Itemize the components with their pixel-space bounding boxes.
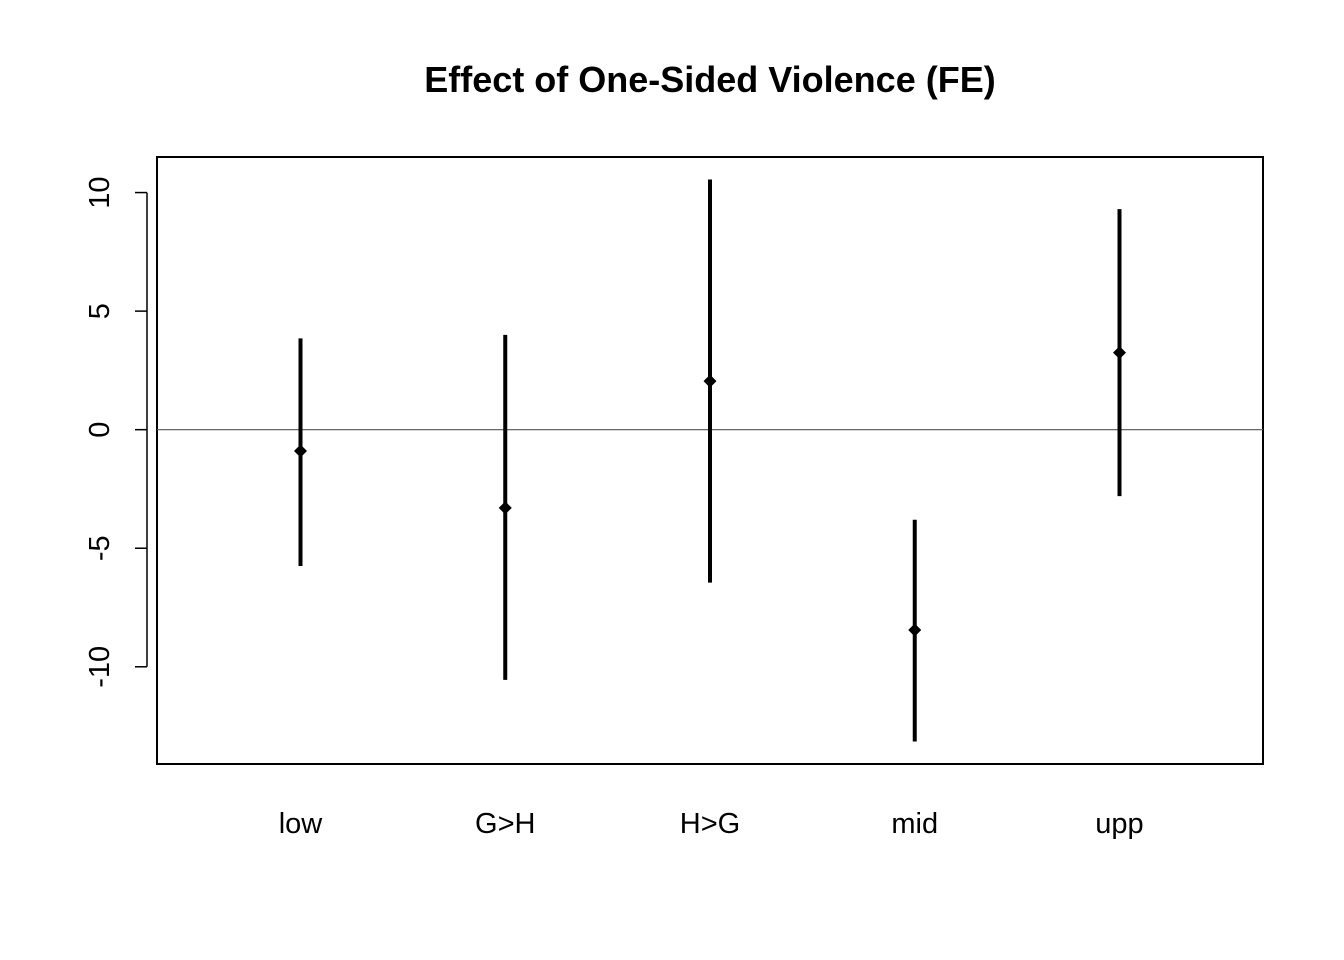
x-category-label: mid	[891, 808, 938, 840]
x-category-label: G>H	[475, 808, 535, 840]
marks	[294, 179, 1126, 742]
point-estimate	[498, 501, 512, 515]
x-axis: low G>H H>G mid upp	[279, 808, 1144, 840]
y-tick-label: 10	[84, 176, 116, 208]
chart-title: Effect of One-Sided Violence (FE)	[424, 59, 995, 100]
y-axis: -10 -5 0 5 10	[84, 176, 148, 688]
y-tick-label: -5	[84, 535, 116, 561]
y-tick-label: 0	[84, 422, 116, 438]
x-category-label: H>G	[680, 808, 740, 840]
y-tick-label: 5	[84, 303, 116, 319]
point-estimate	[908, 623, 922, 637]
x-category-label: upp	[1095, 808, 1143, 840]
point-estimate	[1113, 346, 1126, 360]
point-estimate	[294, 444, 307, 458]
point-estimate	[703, 374, 717, 388]
x-category-label: low	[279, 808, 324, 840]
y-tick-label: -10	[84, 646, 116, 688]
plot-frame	[156, 156, 1264, 765]
